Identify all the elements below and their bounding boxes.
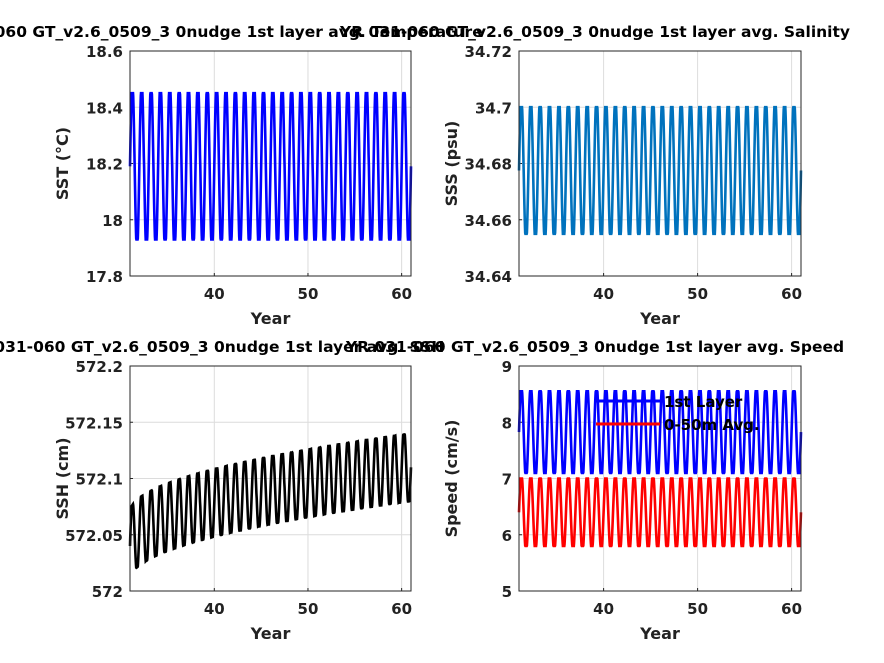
x-tick-label: 50 bbox=[687, 285, 708, 303]
chart-panel-1: 40 50 60 17.8 18 18.2 18.4 18.6 Year SST (°C) YR 0… bbox=[0, 23, 483, 328]
y-tick-label: 572.05 bbox=[65, 527, 123, 545]
series-line-1 bbox=[517, 390, 803, 475]
y-tick-label: 8 bbox=[502, 414, 512, 432]
x-tick-label: 40 bbox=[204, 285, 225, 303]
y-tick-label: 34.66 bbox=[465, 212, 512, 230]
y-tick-label: 34.72 bbox=[465, 43, 512, 61]
y-tick-label: 18 bbox=[102, 212, 123, 230]
y-tick-label: 6 bbox=[502, 527, 512, 545]
legend-label-2: 0-50m Avg. bbox=[664, 416, 760, 434]
y-tick-label: 18.6 bbox=[86, 43, 123, 61]
y-axis-label: SSS (psu) bbox=[442, 121, 461, 207]
chart-panel-4: 40 50 60 5 6 7 8 9 Year Speed (cm/s) YR 031-060 GT… bbox=[345, 338, 844, 643]
x-axis-label: Year bbox=[250, 309, 291, 328]
x-axis-label: Year bbox=[639, 309, 680, 328]
axes-frame bbox=[129, 50, 412, 277]
x-tick-label: 60 bbox=[391, 600, 412, 618]
y-tick-label: 7 bbox=[502, 471, 512, 489]
x-axis-label: Year bbox=[639, 624, 680, 643]
y-axis-label: Speed (cm/s) bbox=[442, 420, 461, 538]
x-tick-label: 50 bbox=[687, 600, 708, 618]
x-tick-label: 40 bbox=[593, 285, 614, 303]
series-line-1 bbox=[517, 105, 803, 236]
y-tick-label: 17.8 bbox=[86, 268, 123, 286]
chart-panel-3: 40 50 60 572 572.05 572.1 572.15 572.2 Year SSH (… bbox=[0, 338, 444, 643]
x-axis-label: Year bbox=[250, 624, 291, 643]
y-tick-label: 18.2 bbox=[86, 156, 123, 174]
chart-title: YR 031-060 GT_v2.6_0509_3 0nudge 1st lay… bbox=[339, 23, 850, 41]
series-line-1 bbox=[128, 91, 413, 241]
axes-frame bbox=[518, 50, 802, 277]
x-tick-label: 50 bbox=[298, 285, 319, 303]
y-tick-label: 9 bbox=[502, 358, 512, 376]
axes-frame bbox=[129, 365, 412, 592]
legend: 1st Layer 0-50m Avg. bbox=[596, 393, 760, 434]
chart-title: YR 031-060 GT_v2.6_0509_3 0nudge 1st lay… bbox=[345, 338, 844, 356]
y-axis-label: SSH (cm) bbox=[53, 437, 72, 519]
y-tick-label: 572 bbox=[92, 583, 123, 601]
y-axis-label: SST (°C) bbox=[53, 127, 72, 200]
y-tick-label: 18.4 bbox=[86, 99, 123, 117]
series-line-1 bbox=[128, 433, 413, 570]
y-tick-label: 34.64 bbox=[465, 268, 512, 286]
x-tick-label: 40 bbox=[593, 600, 614, 618]
legend-label-1: 1st Layer bbox=[664, 393, 743, 411]
y-tick-label: 572.2 bbox=[76, 358, 123, 376]
chart-panel-2: 40 50 60 34.64 34.66 34.68 34.7 34.72 Year SSS (p… bbox=[339, 23, 850, 328]
y-tick-label: 572.15 bbox=[65, 414, 123, 432]
x-tick-label: 60 bbox=[391, 285, 412, 303]
chart-title: YR 031-060 GT_v2.6_0509_3 0nudge 1st lay… bbox=[0, 23, 483, 41]
y-tick-label: 5 bbox=[502, 583, 512, 601]
axes-frame bbox=[518, 365, 802, 592]
x-tick-label: 40 bbox=[204, 600, 225, 618]
y-tick-label: 572.1 bbox=[76, 471, 123, 489]
series-line-2 bbox=[517, 477, 803, 548]
x-tick-label: 60 bbox=[781, 600, 802, 618]
y-tick-label: 34.68 bbox=[465, 156, 512, 174]
x-tick-label: 50 bbox=[298, 600, 319, 618]
y-tick-label: 34.7 bbox=[475, 99, 512, 117]
x-tick-label: 60 bbox=[781, 285, 802, 303]
chart-title: YR 031-060 GT_v2.6_0509_3 0nudge 1st lay… bbox=[0, 338, 444, 356]
